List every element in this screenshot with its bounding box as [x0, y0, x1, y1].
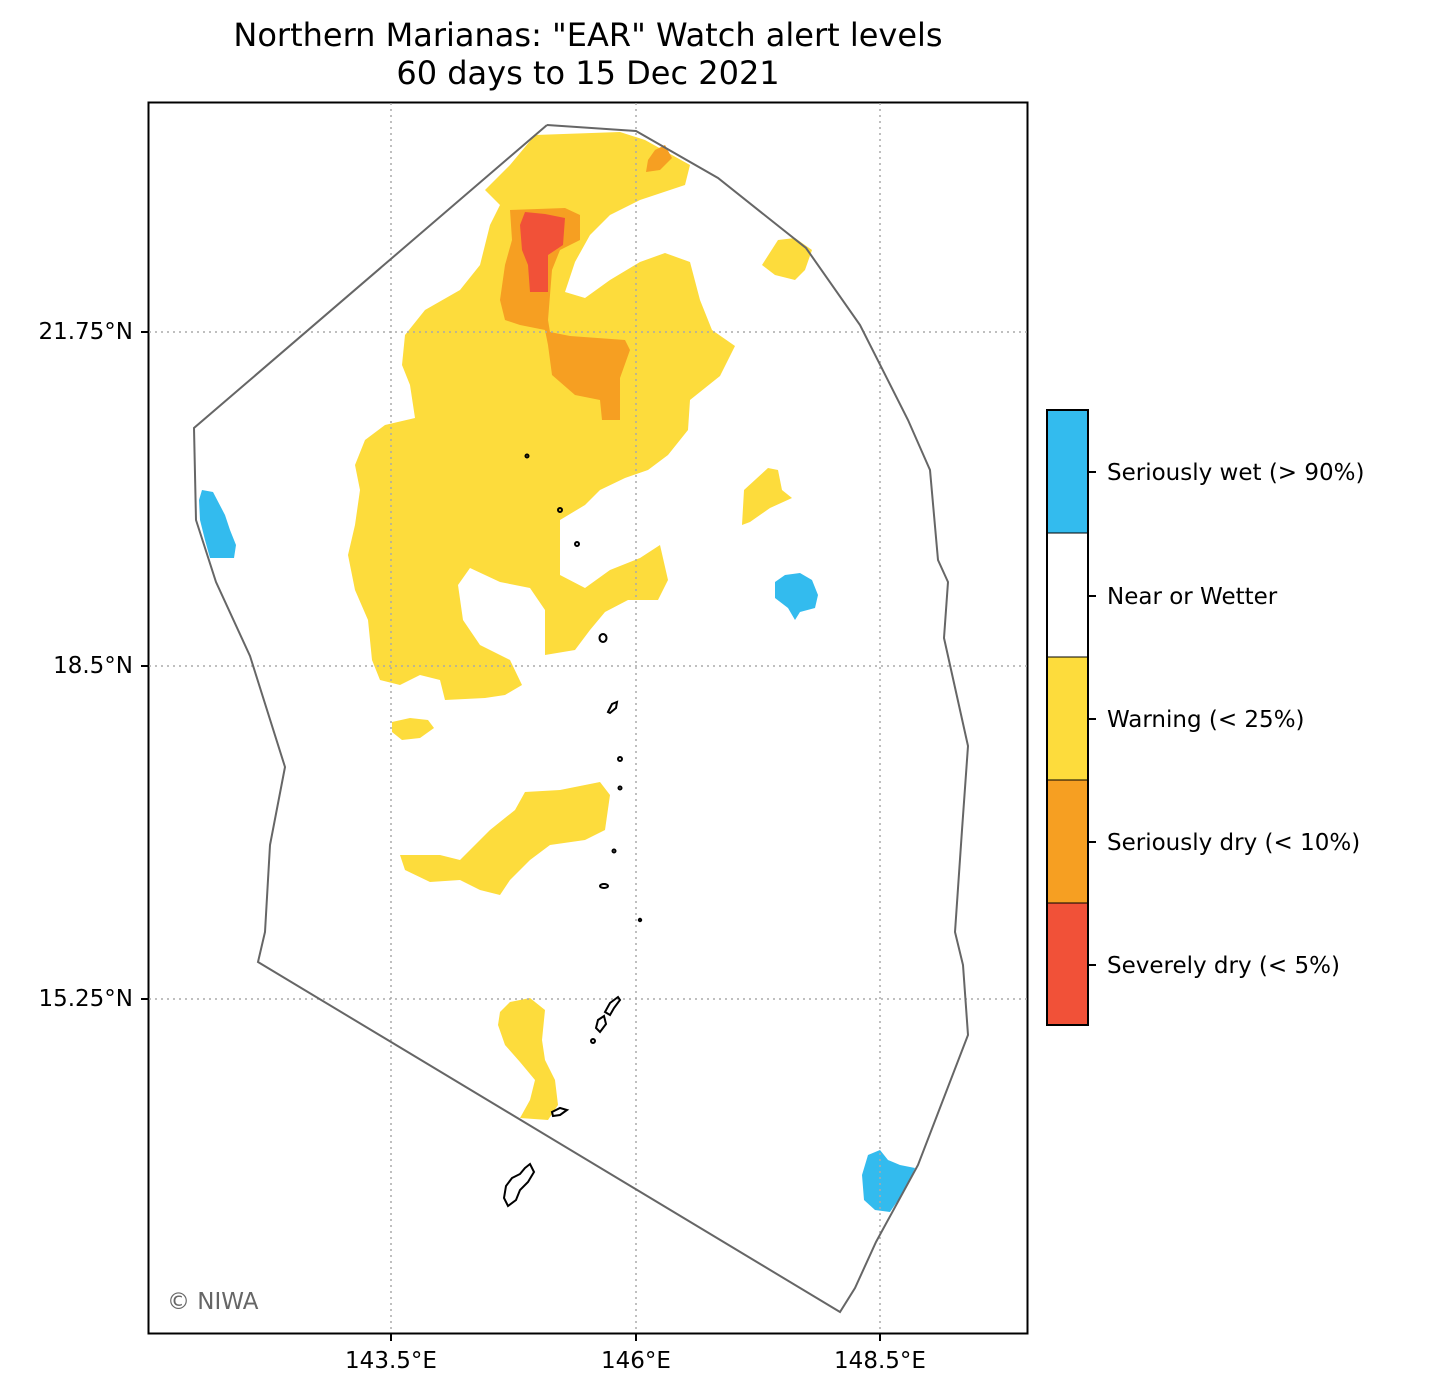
lon-tick-label-2: 146°E	[601, 1348, 671, 1374]
severely-dry-region	[520, 212, 565, 292]
seriously-wet-region-east	[775, 573, 818, 620]
warning-region-south	[498, 998, 558, 1120]
island-farallon-de-pajaros	[524, 453, 530, 459]
island-saipan	[603, 995, 622, 1017]
colorbar-frame	[1046, 409, 1089, 1026]
legend-label-severely-dry: Severely dry (< 5%)	[1107, 953, 1340, 979]
colorbar	[1046, 409, 1096, 1026]
map-title-line-2: 60 days to 15 Dec 2021	[396, 54, 780, 92]
map-frame	[147, 101, 1029, 1335]
island-aguijan	[590, 1038, 596, 1044]
colorbar-swatch-3	[1047, 657, 1088, 780]
island-alamagan	[617, 756, 623, 762]
seriously-wet-region-southeast	[862, 1150, 915, 1212]
lat-tick-label-1: 21.75°N	[38, 319, 133, 345]
legend-label-near-or-wetter: Near or Wetter	[1107, 584, 1278, 610]
warning-region-north	[348, 132, 735, 700]
islands	[502, 453, 643, 1208]
warning-region-central	[400, 782, 610, 895]
island-farallon-de-medinilla	[637, 917, 643, 923]
eez-boundary	[192, 124, 970, 1314]
island-maug	[557, 507, 563, 513]
colorbar-swatch-2	[1047, 533, 1088, 657]
island-guguan	[617, 785, 623, 791]
lat-tick-label-2: 18.5°N	[53, 653, 133, 679]
island-tinian	[594, 1014, 608, 1034]
lon-tick-label-3: 148.5°E	[834, 1348, 926, 1374]
legend-label-seriously-wet: Seriously wet (> 90%)	[1107, 460, 1365, 486]
island-guam	[502, 1162, 536, 1208]
seriously-wet-region-west	[199, 490, 236, 558]
tick-marks	[141, 331, 881, 1341]
lon-tick-label-1: 143.5°E	[345, 1348, 437, 1374]
legend-label-seriously-dry: Seriously dry (< 10%)	[1107, 830, 1361, 856]
colorbar-swatch-5	[1047, 903, 1088, 1025]
lat-tick-label-3: 15.25°N	[38, 986, 133, 1012]
island-sarigan	[611, 848, 617, 854]
island-rota	[550, 1106, 570, 1118]
island-anatahan	[599, 883, 609, 889]
island-pagan	[606, 700, 619, 715]
colorbar-swatch-1	[1047, 410, 1088, 533]
island-agrihan	[598, 633, 608, 643]
seriously-dry-region-north	[646, 145, 672, 172]
warning-region-northeast	[762, 238, 812, 280]
alert-regions	[199, 132, 915, 1212]
island-asuncion	[574, 541, 580, 547]
credit-text: © NIWA	[167, 1289, 259, 1315]
colorbar-swatch-4	[1047, 780, 1088, 903]
warning-region-east	[742, 468, 792, 525]
gridlines	[149, 103, 1027, 1333]
warning-region-small-west	[392, 718, 434, 740]
legend-label-warning: Warning (< 25%)	[1107, 707, 1305, 733]
map-title-line-1: Northern Marianas: "EAR" Watch alert lev…	[233, 16, 943, 54]
